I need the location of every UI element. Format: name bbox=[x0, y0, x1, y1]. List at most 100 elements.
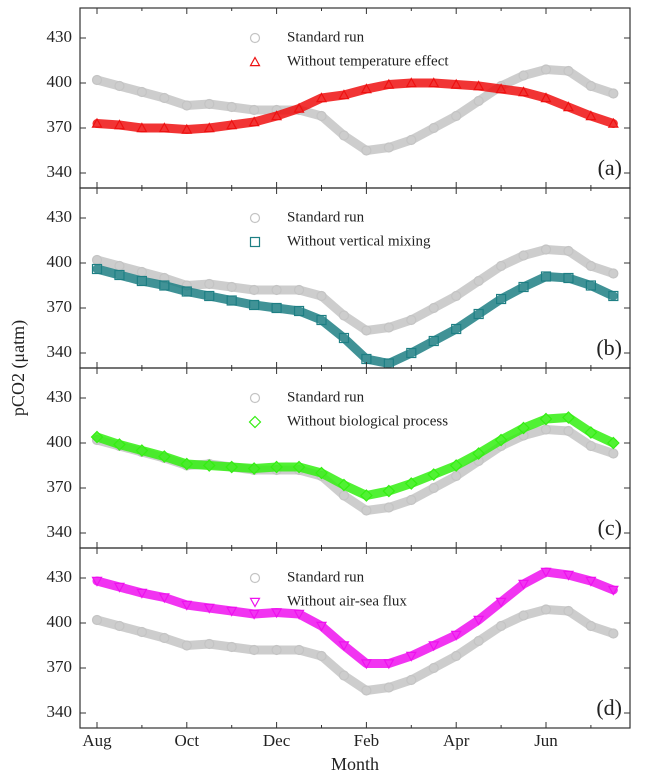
marker bbox=[495, 83, 507, 94]
marker bbox=[405, 77, 417, 88]
marker bbox=[293, 644, 305, 656]
plot-frame bbox=[79, 547, 631, 729]
legend-label: Without biological process bbox=[287, 413, 448, 429]
panel-label: (a) bbox=[598, 155, 622, 180]
marker bbox=[338, 670, 350, 681]
marker bbox=[338, 130, 350, 141]
marker bbox=[202, 459, 216, 472]
y-tick-label: 370 bbox=[47, 657, 73, 676]
marker bbox=[248, 116, 260, 127]
marker bbox=[271, 644, 282, 656]
line bbox=[92, 245, 618, 335]
legend-label: Standard run bbox=[287, 29, 365, 45]
legend-label: Standard run bbox=[287, 209, 365, 225]
marker bbox=[562, 570, 574, 581]
marker bbox=[451, 290, 462, 302]
marker bbox=[204, 638, 215, 650]
marker bbox=[449, 459, 463, 472]
marker bbox=[451, 110, 462, 122]
marker bbox=[315, 466, 328, 480]
y-tick-label: 400 bbox=[47, 612, 73, 631]
marker bbox=[383, 322, 394, 333]
marker bbox=[428, 302, 439, 314]
marker bbox=[226, 101, 237, 113]
y-tick-label: 430 bbox=[47, 207, 73, 226]
marker bbox=[450, 630, 462, 641]
marker bbox=[540, 271, 552, 282]
marker bbox=[563, 425, 574, 437]
marker bbox=[181, 640, 192, 651]
marker bbox=[204, 98, 215, 110]
marker bbox=[540, 64, 552, 75]
marker bbox=[361, 325, 372, 336]
marker bbox=[585, 80, 597, 92]
marker bbox=[316, 650, 327, 662]
marker bbox=[292, 460, 306, 474]
marker bbox=[91, 74, 103, 86]
marker bbox=[181, 600, 193, 611]
line bbox=[92, 65, 618, 155]
marker bbox=[338, 641, 350, 652]
marker bbox=[338, 310, 350, 321]
line bbox=[92, 567, 618, 668]
marker bbox=[181, 123, 193, 134]
marker bbox=[91, 614, 103, 626]
x-tick-label: Apr bbox=[443, 731, 470, 750]
marker bbox=[584, 426, 598, 439]
marker bbox=[293, 305, 305, 317]
marker bbox=[540, 244, 552, 255]
marker bbox=[113, 582, 125, 593]
marker bbox=[136, 626, 147, 638]
legend-label: Standard run bbox=[287, 389, 365, 405]
marker bbox=[293, 102, 305, 113]
marker bbox=[540, 567, 552, 578]
marker bbox=[158, 450, 171, 463]
marker bbox=[226, 295, 237, 306]
y-tick-label: 340 bbox=[47, 342, 73, 361]
marker bbox=[360, 659, 372, 670]
marker bbox=[226, 119, 238, 130]
marker bbox=[518, 250, 529, 261]
marker bbox=[539, 412, 553, 426]
marker bbox=[518, 579, 530, 590]
line bbox=[92, 78, 618, 134]
marker bbox=[406, 134, 417, 146]
marker bbox=[607, 436, 620, 450]
marker bbox=[563, 605, 574, 617]
marker bbox=[473, 615, 485, 626]
y-tick-label: 370 bbox=[47, 117, 73, 136]
marker bbox=[226, 606, 238, 617]
marker bbox=[473, 635, 484, 647]
marker bbox=[406, 314, 417, 326]
legend-label: Without vertical mixing bbox=[287, 233, 431, 249]
marker bbox=[159, 280, 170, 291]
marker bbox=[451, 650, 462, 662]
marker bbox=[136, 122, 148, 133]
marker bbox=[473, 308, 484, 320]
marker bbox=[518, 281, 529, 293]
y-tick-label: 400 bbox=[47, 252, 73, 271]
legend-label: Standard run bbox=[287, 569, 365, 585]
marker bbox=[204, 278, 215, 290]
marker bbox=[247, 462, 261, 475]
marker bbox=[428, 335, 439, 347]
marker bbox=[404, 477, 418, 490]
marker bbox=[249, 236, 261, 248]
marker bbox=[473, 95, 484, 107]
marker bbox=[383, 659, 395, 670]
marker bbox=[473, 80, 485, 91]
marker bbox=[249, 299, 260, 311]
marker bbox=[562, 411, 575, 424]
marker bbox=[337, 478, 351, 492]
y-tick-label: 400 bbox=[47, 72, 73, 91]
marker bbox=[113, 438, 126, 451]
y-tick-label: 340 bbox=[47, 702, 73, 721]
marker bbox=[585, 576, 597, 587]
x-tick-label: Aug bbox=[82, 731, 112, 750]
marker bbox=[249, 392, 261, 404]
x-axis-label: Month bbox=[331, 754, 379, 774]
marker bbox=[428, 641, 440, 652]
marker bbox=[249, 56, 261, 67]
marker bbox=[249, 644, 260, 656]
marker bbox=[405, 651, 417, 662]
